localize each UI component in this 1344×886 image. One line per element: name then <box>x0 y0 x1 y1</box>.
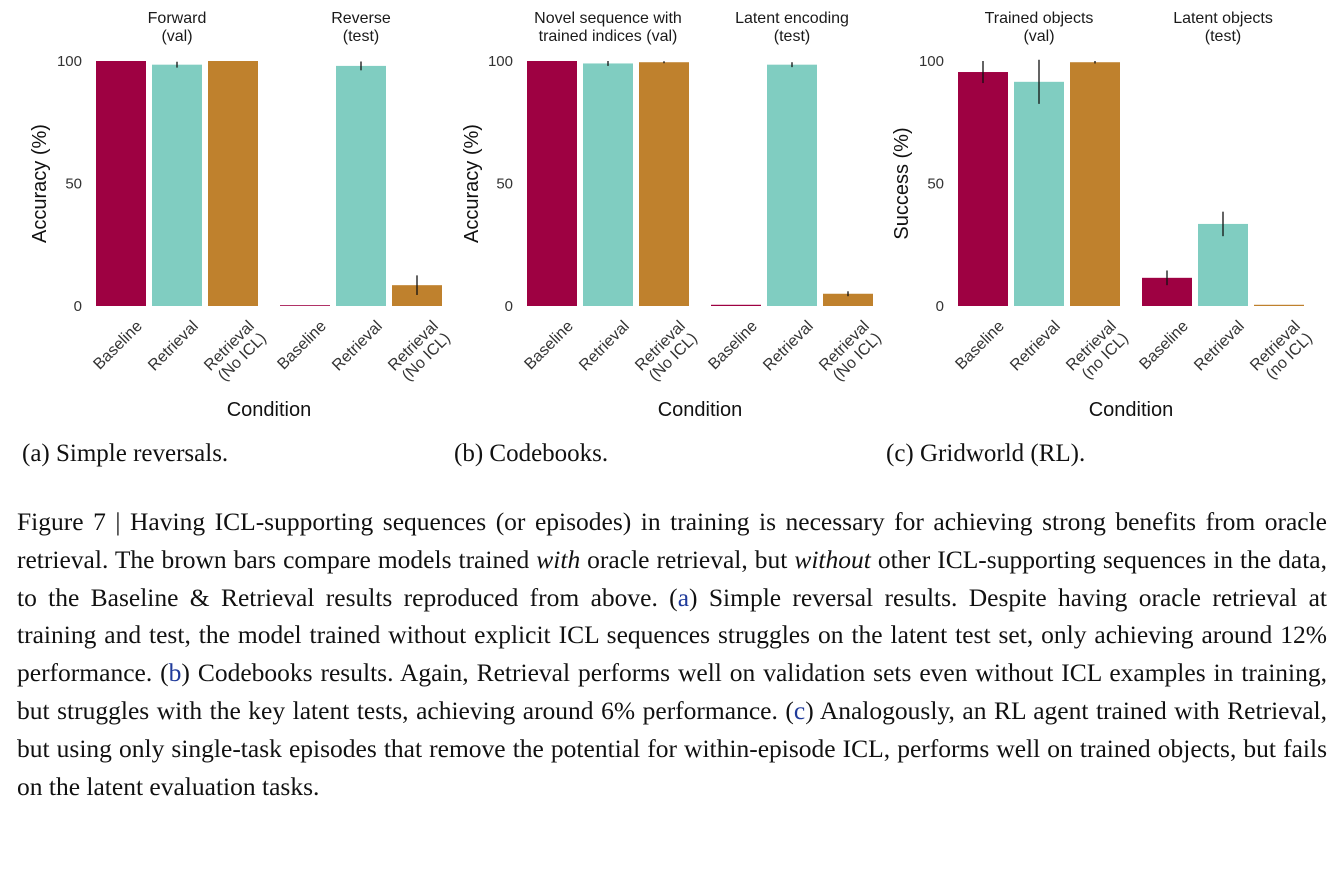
bar <box>152 64 202 306</box>
x-tick-label: Baseline <box>952 318 1007 373</box>
y-tick-label: 100 <box>488 53 513 70</box>
panel-b-codebooks: 0 50 100 Accuracy (%) Condition Novel sequenc… <box>461 10 885 421</box>
x-tick-label-line: Baseline <box>705 318 760 373</box>
x-tick-label: Retrieval(No ICL) <box>632 318 701 387</box>
x-axis-title: Condition <box>1089 399 1174 421</box>
caption-text-6: ) Analogously, an RL agent trained with … <box>17 695 1327 801</box>
bar <box>392 285 442 306</box>
bar <box>711 304 761 306</box>
y-axis-title: Success (%) <box>891 127 913 239</box>
x-tick-label: Retrieval <box>1191 318 1248 375</box>
x-tick-label-line: Retrieval <box>145 318 202 375</box>
bar <box>336 65 386 307</box>
bar <box>823 293 873 306</box>
x-tick-label-line: Retrieval <box>1007 318 1064 375</box>
bar <box>527 61 577 306</box>
x-tick-label-line: Retrieval <box>1191 318 1248 375</box>
facet-title: (val) <box>1023 28 1054 45</box>
facet-title: (val) <box>161 28 192 45</box>
x-tick-label: Retrieval <box>576 318 633 375</box>
subcaption-b: (b) Codebooks. <box>454 440 609 467</box>
bar <box>208 61 258 306</box>
x-tick-label: Retrieval(No ICL) <box>385 318 454 387</box>
bar <box>583 63 633 307</box>
x-tick-label: Retrieval <box>145 318 202 375</box>
facet-title: Latent encoding <box>735 10 849 27</box>
facet-title: (test) <box>343 28 379 45</box>
caption-text-3: other ICL-supporting sequences in the da… <box>17 544 1327 612</box>
y-tick-label: 50 <box>927 176 944 193</box>
x-tick-label: Retrieval(No ICL) <box>201 318 270 387</box>
caption-text-1: Having ICL-supporting sequences (or epis… <box>17 507 1327 574</box>
facet-title: Reverse <box>331 10 391 27</box>
y-tick-label: 0 <box>936 298 944 315</box>
bar <box>280 305 330 306</box>
caption-ref-b[interactable]: b <box>168 658 182 688</box>
subcaption-c: (c) Gridworld (RL). <box>886 440 1086 467</box>
x-tick-label: Baseline <box>1136 318 1191 373</box>
y-axis-title: Accuracy (%) <box>29 124 51 243</box>
facet-title: (test) <box>1205 28 1241 45</box>
bar <box>96 61 146 306</box>
x-tick-label-line: Baseline <box>1136 318 1191 373</box>
y-tick-label: 100 <box>57 53 82 70</box>
x-tick-label: Baseline <box>521 318 576 373</box>
y-tick-label: 0 <box>505 298 513 315</box>
bar <box>1070 62 1120 306</box>
x-tick-label: Retrieval <box>760 318 817 375</box>
caption-emphasis-with: with <box>536 544 581 574</box>
x-tick-label: Retrieval(no ICL) <box>1247 318 1316 387</box>
facet-title: Latent objects <box>1173 10 1273 27</box>
facet-title: Trained objects <box>985 10 1094 27</box>
figure-caption: Figure 7 | Having ICL-supporting sequenc… <box>17 503 1327 805</box>
y-tick-label: 0 <box>74 298 82 315</box>
facet-title: (test) <box>774 28 810 45</box>
facet-title: Forward <box>148 10 207 27</box>
x-tick-label: Retrieval <box>1007 318 1064 375</box>
x-tick-label-line: Baseline <box>521 318 576 373</box>
caption-text-4: ) Simple reversal results. Despite havin… <box>17 582 1328 688</box>
x-tick-label: Baseline <box>705 318 760 373</box>
y-tick-label: 50 <box>65 176 82 193</box>
bar <box>1014 81 1064 306</box>
y-tick-label: 100 <box>919 53 944 70</box>
x-tick-label: Retrieval(no ICL) <box>1063 318 1132 387</box>
bar <box>1254 304 1304 306</box>
facet-title: Novel sequence with <box>534 10 682 27</box>
bar <box>1198 223 1248 306</box>
caption-text-5: ) Codebooks results. Again, Retrieval pe… <box>17 658 1328 725</box>
x-tick-label-line: Baseline <box>90 318 145 373</box>
x-axis-title: Condition <box>227 399 312 421</box>
caption-ref-c[interactable]: c <box>793 695 806 725</box>
bar <box>767 64 817 306</box>
facet-title: trained indices (val) <box>539 28 678 45</box>
caption-label: Figure 7 | <box>17 507 131 536</box>
x-tick-label-line: Retrieval <box>576 318 633 375</box>
x-tick-label-line: Retrieval <box>760 318 817 375</box>
panel-a-simple-reversals: 0 50 100 Accuracy (%) Condition Forward(val) B… <box>29 10 454 421</box>
caption-text-2: oracle retrieval, but <box>580 544 795 574</box>
x-tick-label-line: Baseline <box>274 318 329 373</box>
bar <box>639 62 689 306</box>
y-tick-label: 50 <box>496 176 513 193</box>
x-tick-label-line: Baseline <box>952 318 1007 373</box>
x-tick-label: Baseline <box>90 318 145 373</box>
y-axis-title: Accuracy (%) <box>461 124 483 243</box>
x-tick-label-line: Retrieval <box>329 318 386 375</box>
x-axis-title: Condition <box>658 399 743 421</box>
x-tick-label: Retrieval <box>329 318 386 375</box>
caption-emphasis-without: without <box>794 544 871 574</box>
panel-c-gridworld: 0 50 100 Success (%) Condition Trained object… <box>891 10 1316 421</box>
bar <box>958 72 1008 307</box>
caption-ref-a[interactable]: a <box>677 582 690 612</box>
x-tick-label: Retrieval(No ICL) <box>816 318 885 387</box>
subcaption-a: (a) Simple reversals. <box>22 440 229 467</box>
x-tick-label: Baseline <box>274 318 329 373</box>
